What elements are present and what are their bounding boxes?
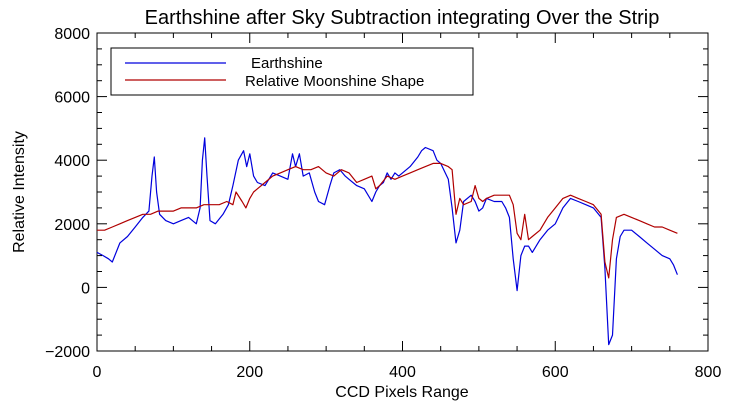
y-tick-label: 8000 (54, 26, 90, 43)
x-tick-label: 0 (93, 364, 102, 381)
series-layer (96, 137, 678, 346)
y-tick-label: 6000 (54, 90, 90, 107)
y-tick-label: 4000 (54, 153, 90, 170)
series-line-0 (96, 137, 678, 346)
y-axis-label: Relative Intensity (11, 131, 28, 253)
x-tick-label: 600 (542, 364, 569, 381)
y-tick-label: −2000 (45, 344, 90, 361)
series-line-1 (97, 162, 678, 279)
x-tick-label: 400 (389, 364, 416, 381)
y-tick-label: 2000 (54, 217, 90, 234)
y-tick-label: 0 (81, 280, 90, 297)
legend-label-earthshine: Earthshine (251, 55, 323, 72)
x-tick-label: 200 (236, 364, 263, 381)
legend-box (110, 47, 474, 96)
chart-title: Earthshine after Sky Subtraction integra… (145, 7, 660, 29)
legend: Earthshine Relative Moonshine Shape (110, 47, 474, 96)
x-axis-label: CCD Pixels Range (335, 384, 468, 401)
x-tick-label: 800 (695, 364, 722, 381)
legend-label-moonshine: Relative Moonshine Shape (245, 73, 424, 90)
